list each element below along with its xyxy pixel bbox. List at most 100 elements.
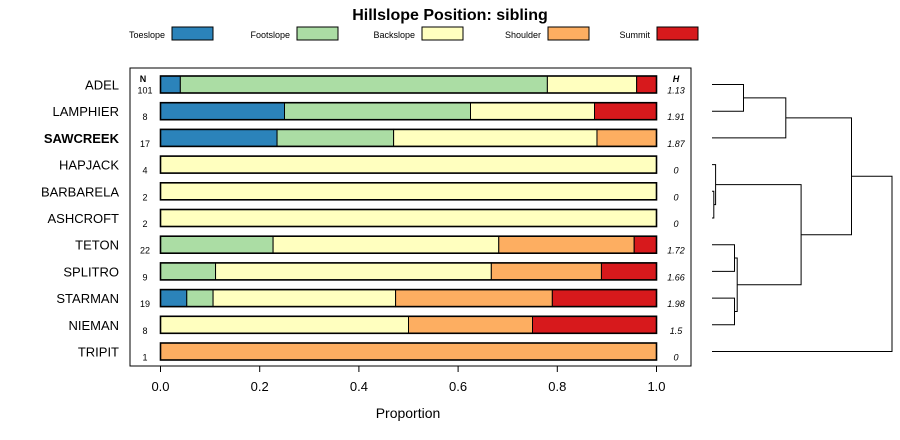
bar-segment [594, 102, 657, 121]
bar-segment [532, 315, 657, 334]
h-value: 1.87 [667, 139, 686, 149]
bar-segment [160, 128, 278, 147]
row-label: LAMPHIER [53, 104, 119, 119]
legend-label: Toeslope [129, 30, 165, 40]
n-value: 101 [137, 86, 152, 96]
legend-label: Backslope [373, 30, 415, 40]
dendrogram-merge [712, 297, 735, 326]
bar-outline [159, 101, 658, 121]
n-value: 22 [140, 246, 150, 256]
bar-row [159, 288, 658, 308]
bar-row [159, 155, 658, 174]
bars [159, 75, 658, 361]
bar-segment [160, 262, 217, 281]
bar-segment [276, 128, 395, 147]
h-value: 1.13 [667, 86, 685, 96]
n-value: 8 [142, 326, 147, 336]
legend-swatch [421, 26, 464, 41]
bar-row [159, 262, 658, 281]
bar-segment [633, 235, 657, 254]
n-value: 9 [142, 272, 147, 282]
bar-segment [160, 235, 274, 254]
row-label: ASHCROFT [48, 211, 120, 226]
legend-label: Summit [619, 30, 650, 40]
legend: Toeslope Footslope Backslope Shoulder Summit [129, 26, 699, 41]
x-tick-label: 0.0 [151, 379, 169, 394]
x-tick-label: 0.2 [251, 379, 269, 394]
bar-segment [179, 75, 548, 94]
dendrogram-merge [712, 190, 715, 219]
row-label: ADEL [85, 78, 119, 93]
bar-segment [272, 235, 500, 254]
row-label: STARMAN [56, 291, 119, 306]
bar-segment [160, 209, 657, 227]
dendrogram-merge [712, 244, 735, 272]
dendrogram-merge [712, 84, 744, 112]
n-value: 19 [140, 299, 150, 309]
row-label: SAWCREEK [44, 131, 120, 146]
dendrogram-merge [715, 184, 802, 286]
bar-segment [160, 289, 188, 308]
bar-outline [159, 182, 658, 201]
bar-outline [159, 315, 658, 335]
h-value: 0 [673, 166, 678, 176]
bar-outline [159, 235, 658, 254]
row-label: NIEMAN [68, 318, 119, 333]
h-value: 1.5 [670, 326, 684, 336]
h-value: 1.98 [667, 299, 685, 309]
row-labels: ADEL 101 1.13 LAMPHIER 8 1.91 SAWCREEK 17 1.87 HA… [41, 78, 686, 363]
bar-segment [393, 128, 598, 147]
bar-segment [470, 102, 595, 121]
bar-row [159, 235, 658, 254]
dendrogram-merge [785, 117, 852, 236]
bar-segment [636, 75, 657, 94]
bar-row [159, 101, 658, 121]
bar-outline [159, 342, 658, 361]
h-value: 0 [673, 219, 678, 229]
h-value: 0 [673, 353, 678, 363]
bar-outline [159, 288, 658, 308]
bar-outline [159, 75, 658, 94]
bar-row [159, 182, 658, 201]
row-label: TRIPIT [78, 345, 119, 360]
legend-swatch [656, 26, 699, 41]
dendrogram [712, 84, 893, 352]
bar-segment [160, 155, 657, 174]
bar-segment [212, 289, 397, 308]
x-tick-label: 0.4 [350, 379, 368, 394]
dendrogram-merge [712, 175, 893, 352]
chart-title: Hillslope Position: sibling [352, 7, 548, 24]
n-value: 2 [142, 192, 147, 202]
legend-label: Footslope [250, 30, 290, 40]
row-label: SPLITRO [63, 264, 119, 279]
bar-segment [215, 262, 492, 281]
bar-row [159, 208, 658, 228]
bar-segment [596, 128, 657, 147]
h-value: 1.91 [667, 112, 685, 122]
bar-segment [600, 262, 657, 281]
x-axis: 0.0 0.2 0.4 0.6 0.8 1.0 [151, 366, 666, 394]
bar-row [159, 128, 658, 148]
bar-segment [284, 102, 471, 121]
bar-row [159, 75, 658, 94]
n-value: 2 [142, 219, 147, 229]
x-tick-label: 0.6 [449, 379, 467, 394]
x-tick-label: 1.0 [647, 379, 665, 394]
plot-frame [129, 67, 692, 367]
bar-segment [160, 342, 657, 361]
bar-segment [551, 289, 658, 308]
bar-segment [546, 75, 638, 94]
x-tick-label: 0.8 [548, 379, 566, 394]
legend-swatch [296, 26, 339, 41]
bar-outline [159, 208, 658, 228]
bar-row [159, 315, 658, 335]
n-value: 17 [140, 139, 150, 149]
x-axis-label: Proportion [376, 405, 441, 421]
bar-segment [490, 262, 602, 281]
h-column-header: H [673, 74, 680, 84]
row-label: HAPJACK [59, 158, 119, 173]
bar-segment [395, 289, 553, 308]
row-label: BARBARELA [41, 184, 119, 199]
legend-swatch [547, 26, 590, 41]
